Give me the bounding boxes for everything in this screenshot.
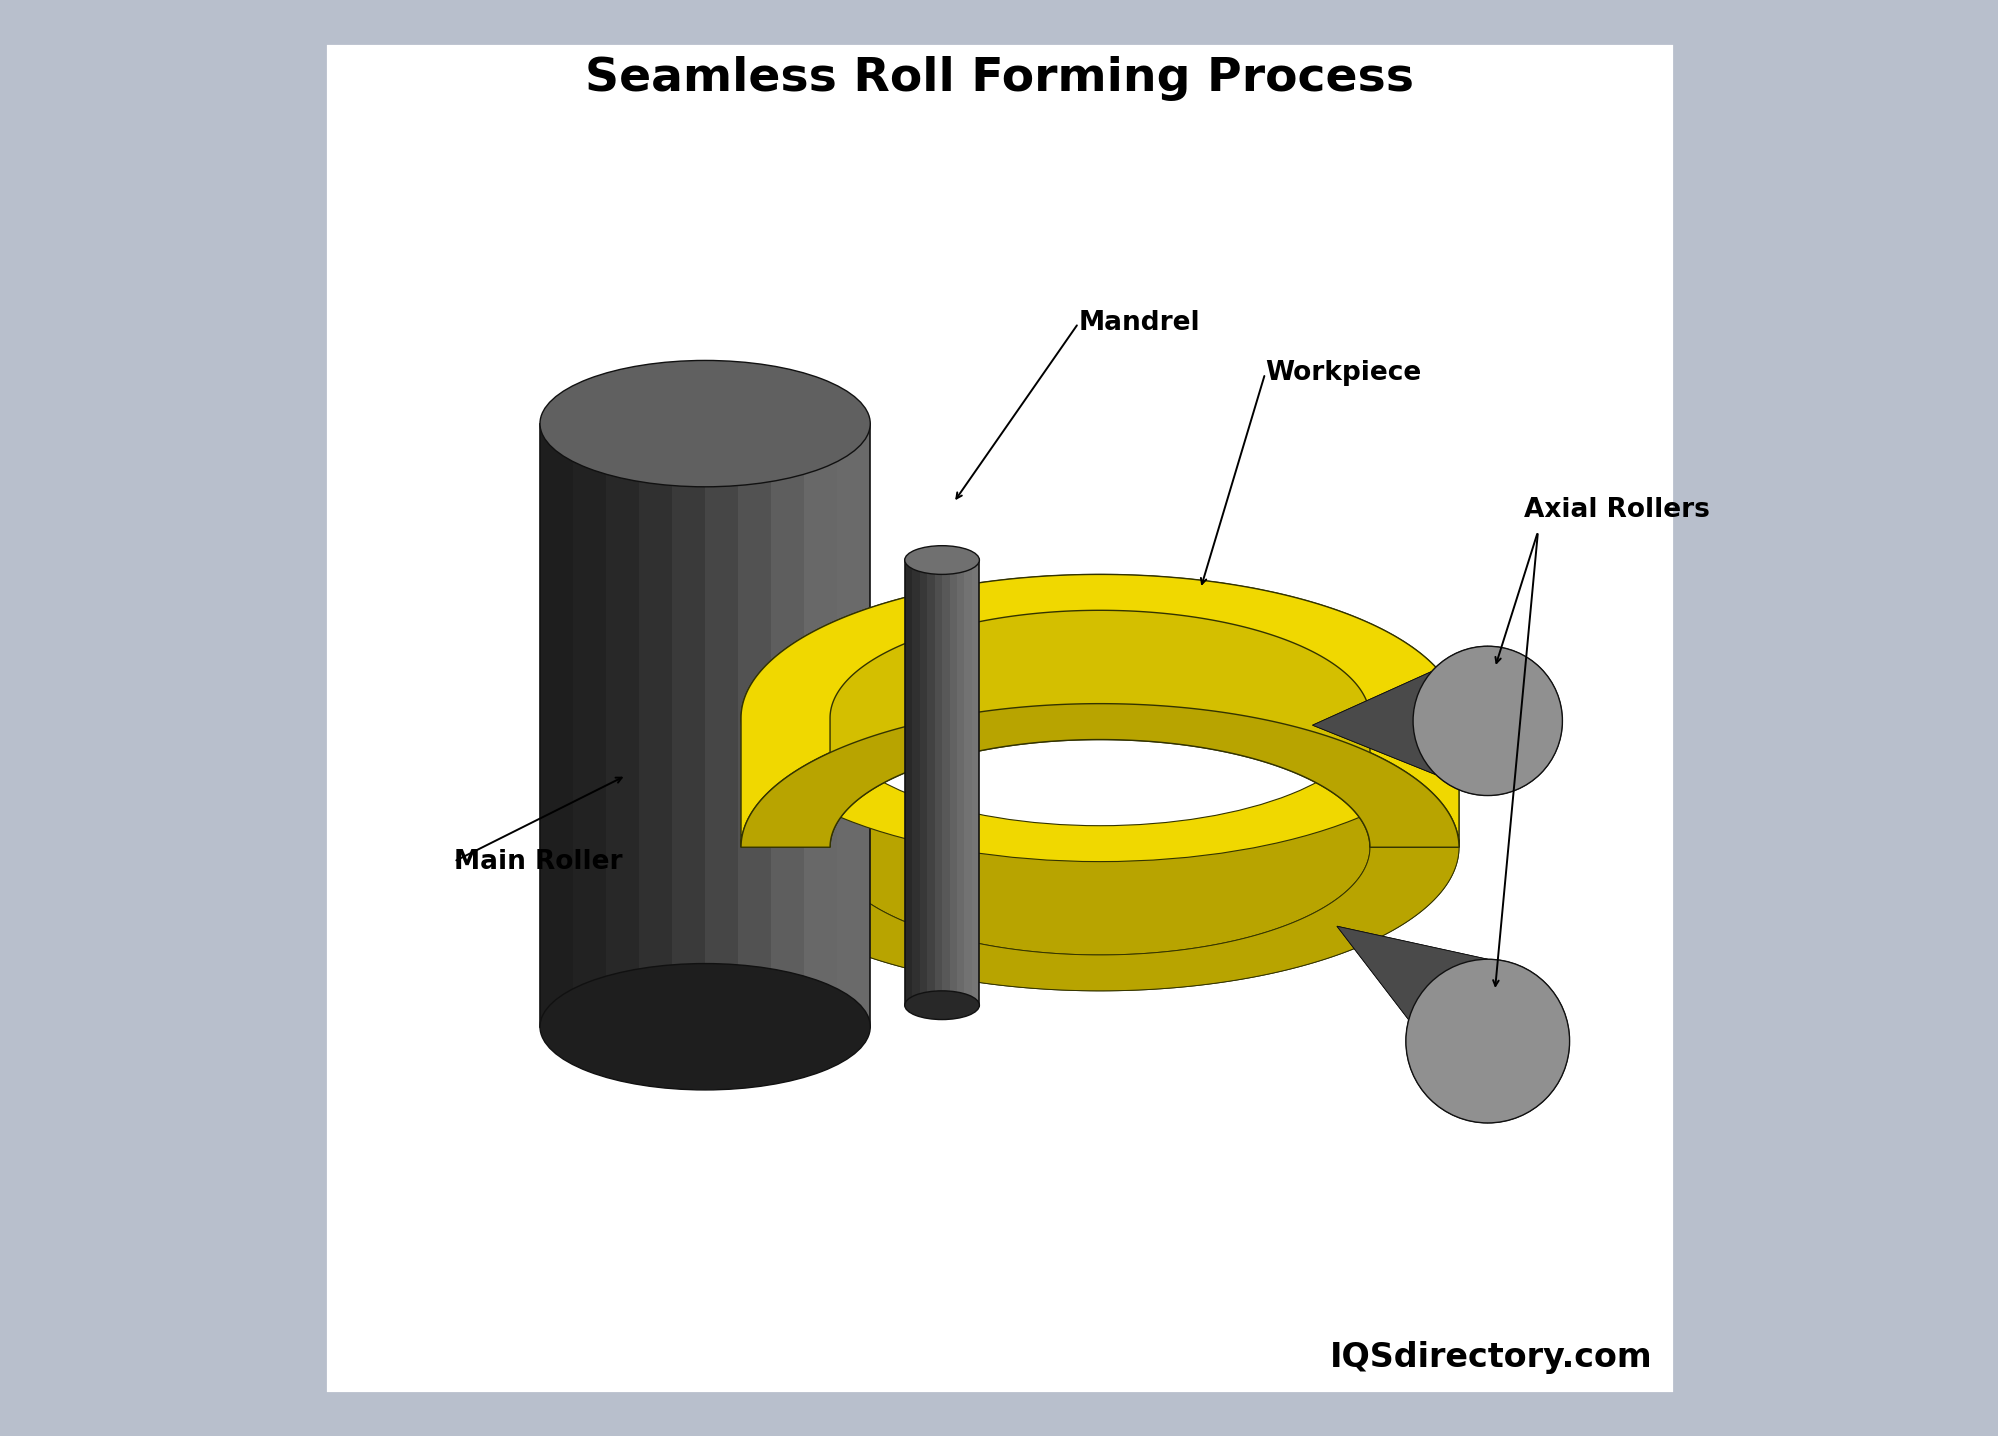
Polygon shape <box>539 424 573 1027</box>
Polygon shape <box>741 718 1459 991</box>
Polygon shape <box>605 424 639 1027</box>
FancyBboxPatch shape <box>324 43 1674 1393</box>
Polygon shape <box>803 424 837 1027</box>
Polygon shape <box>771 424 803 1027</box>
Polygon shape <box>963 560 971 1005</box>
Polygon shape <box>829 718 1369 955</box>
Polygon shape <box>705 424 737 1027</box>
Polygon shape <box>1313 646 1487 796</box>
Text: Main Roller: Main Roller <box>454 849 621 875</box>
Text: Workpiece: Workpiece <box>1265 360 1421 386</box>
Text: Seamless Roll Forming Process: Seamless Roll Forming Process <box>585 56 1413 102</box>
Polygon shape <box>1337 926 1487 1123</box>
Polygon shape <box>1313 646 1562 796</box>
Polygon shape <box>741 704 1459 847</box>
Ellipse shape <box>741 574 1459 862</box>
Polygon shape <box>949 560 957 1005</box>
Polygon shape <box>919 560 927 1005</box>
Polygon shape <box>911 560 919 1005</box>
Polygon shape <box>905 560 911 1005</box>
Polygon shape <box>935 560 941 1005</box>
Text: Mandrel: Mandrel <box>1079 310 1199 336</box>
Polygon shape <box>741 574 1459 847</box>
Ellipse shape <box>905 546 979 574</box>
Ellipse shape <box>1405 959 1568 1123</box>
Polygon shape <box>829 610 1369 847</box>
Ellipse shape <box>539 964 869 1090</box>
Polygon shape <box>573 424 605 1027</box>
Polygon shape <box>957 560 963 1005</box>
Ellipse shape <box>539 360 869 487</box>
Ellipse shape <box>829 610 1369 826</box>
Polygon shape <box>941 560 949 1005</box>
Ellipse shape <box>1413 646 1562 796</box>
Ellipse shape <box>905 991 979 1020</box>
Polygon shape <box>671 424 705 1027</box>
Polygon shape <box>971 560 979 1005</box>
Polygon shape <box>927 560 935 1005</box>
Polygon shape <box>1337 926 1568 1123</box>
Polygon shape <box>837 424 869 1027</box>
Text: IQSdirectory.com: IQSdirectory.com <box>1329 1341 1652 1373</box>
Polygon shape <box>639 424 671 1027</box>
Text: Axial Rollers: Axial Rollers <box>1522 497 1708 523</box>
Polygon shape <box>741 847 1459 991</box>
Polygon shape <box>737 424 771 1027</box>
